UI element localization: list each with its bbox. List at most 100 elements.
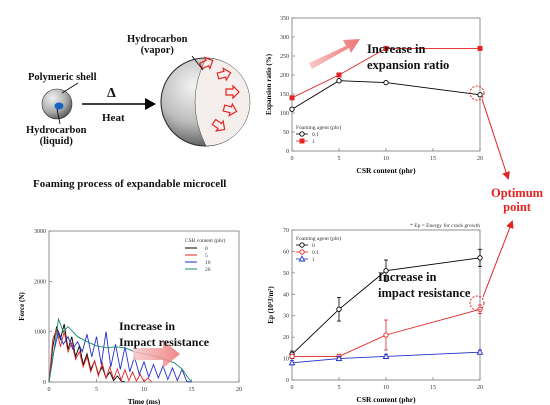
series-line <box>291 351 481 364</box>
y-tick-label: 50 <box>283 271 289 277</box>
schematic-caption: Foaming process of expandable microcell <box>33 178 227 190</box>
series-line <box>48 317 192 383</box>
trend-arrow <box>309 39 360 69</box>
y-axis-title: Ep (10³J/m²) <box>267 286 275 324</box>
x-tick-label: 5 <box>95 387 98 393</box>
y-tick-label: 2000 <box>34 279 46 285</box>
legend-label: 5 <box>205 253 208 259</box>
vapor-arrow-icon <box>225 84 240 100</box>
x-tick-label: 5 <box>338 385 341 391</box>
liquid-hydrocarbon-core <box>54 102 64 110</box>
data-point <box>382 352 390 359</box>
y-tick-label: 0 <box>286 149 289 155</box>
legend-title: CSR content (phr) <box>185 237 225 244</box>
y-tick-label: 60 <box>283 249 289 255</box>
legend-label: 0 <box>312 243 315 249</box>
data-point <box>288 359 296 366</box>
data-point <box>289 106 295 112</box>
x-tick-label: 15 <box>430 385 436 391</box>
heat-label: Heat <box>102 112 125 124</box>
legend-label: 0 <box>205 246 208 252</box>
x-tick-label: 10 <box>383 156 389 162</box>
data-point <box>299 138 305 144</box>
data-point <box>299 131 305 137</box>
optimum-arrow-bottom <box>482 220 514 298</box>
vapor-arrow-icon <box>198 56 214 71</box>
y-tick-label: 70 <box>283 228 289 234</box>
optimum-marker-top <box>469 85 485 101</box>
x-tick-label: 15 <box>430 156 436 162</box>
y-tick-label: 3000 <box>34 229 46 235</box>
series-line <box>292 308 481 357</box>
optimum-connectors <box>469 85 514 311</box>
heat-arrow-head <box>145 98 156 110</box>
hydrocarbon-vapor-pointer <box>191 55 204 71</box>
x-tick-label: 0 <box>291 385 294 391</box>
chart-annotation: Increase in <box>119 319 175 333</box>
y-tick-label: 150 <box>280 92 289 98</box>
data-point <box>299 249 305 255</box>
hydrocarbon-vapor-label: Hydrocarbon (vapor) <box>127 34 188 56</box>
series-line <box>48 327 152 383</box>
y-tick-label: 0 <box>43 380 46 386</box>
optimum-arrow-top <box>481 98 510 180</box>
x-tick-label: 20 <box>477 385 483 391</box>
vapor-cutaway <box>194 57 251 147</box>
series-line <box>291 80 481 110</box>
y-tick-label: 20 <box>283 335 289 341</box>
legend-label: 10 <box>205 260 211 266</box>
x-axis-title: Time (ms) <box>128 397 161 405</box>
x-tick-label: 15 <box>189 387 195 393</box>
series-line <box>48 330 192 383</box>
vapor-arrow-icon <box>216 67 232 82</box>
y-tick-label: 250 <box>280 54 289 60</box>
series-line <box>291 257 481 355</box>
y-tick-label: 10 <box>283 357 289 363</box>
y-tick-label: 0 <box>286 378 289 384</box>
x-tick-label: 10 <box>383 385 389 391</box>
chart-annotation: Increase in <box>378 270 436 284</box>
data-point <box>383 79 389 86</box>
legend-label: 0.1 <box>312 250 319 256</box>
x-tick-label: 0 <box>291 156 294 162</box>
chart-annotation: impact resistance <box>378 286 471 300</box>
chart-annotation: Increase in <box>367 42 425 56</box>
hydrocarbon-liquid-pointer <box>56 108 61 125</box>
data-point <box>477 255 483 261</box>
x-axis-title: CSR content (phr) <box>356 166 416 175</box>
legend-title: Foaming agent (phr) <box>296 124 341 131</box>
data-point <box>289 95 295 101</box>
data-point <box>383 332 389 338</box>
data-point <box>289 353 295 360</box>
y-tick-label: 30 <box>283 314 289 320</box>
legend-label: 1 <box>312 257 315 263</box>
x-tick-label: 10 <box>141 387 147 393</box>
series-line <box>48 323 126 383</box>
x-tick-label: 0 <box>48 387 51 393</box>
x-axis-title: CSR content (phr) <box>356 395 416 404</box>
data-point <box>476 348 484 355</box>
legend-label: 20 <box>205 267 211 273</box>
series-line <box>291 47 480 99</box>
y-tick-label: 50 <box>283 130 289 136</box>
y-tick-label: 300 <box>280 35 289 41</box>
data-point <box>336 306 342 312</box>
data-point <box>336 78 342 84</box>
y-tick-label: 350 <box>280 16 289 22</box>
legend-label: 1 <box>312 139 315 145</box>
vapor-arrow-icon <box>222 102 238 117</box>
vapor-arrow-icon <box>211 118 226 132</box>
polymeric-shell-pointer <box>61 82 79 94</box>
y-tick-label: 40 <box>283 292 289 298</box>
y-axis-title: Force (N) <box>18 292 26 321</box>
data-point <box>298 255 306 262</box>
data-point <box>477 45 483 51</box>
y-tick-label: 200 <box>280 73 289 79</box>
trend-arrow <box>133 340 180 368</box>
polymeric-shell-label: Polymeric shell <box>28 72 97 83</box>
legend-label: 0.1 <box>312 132 319 138</box>
